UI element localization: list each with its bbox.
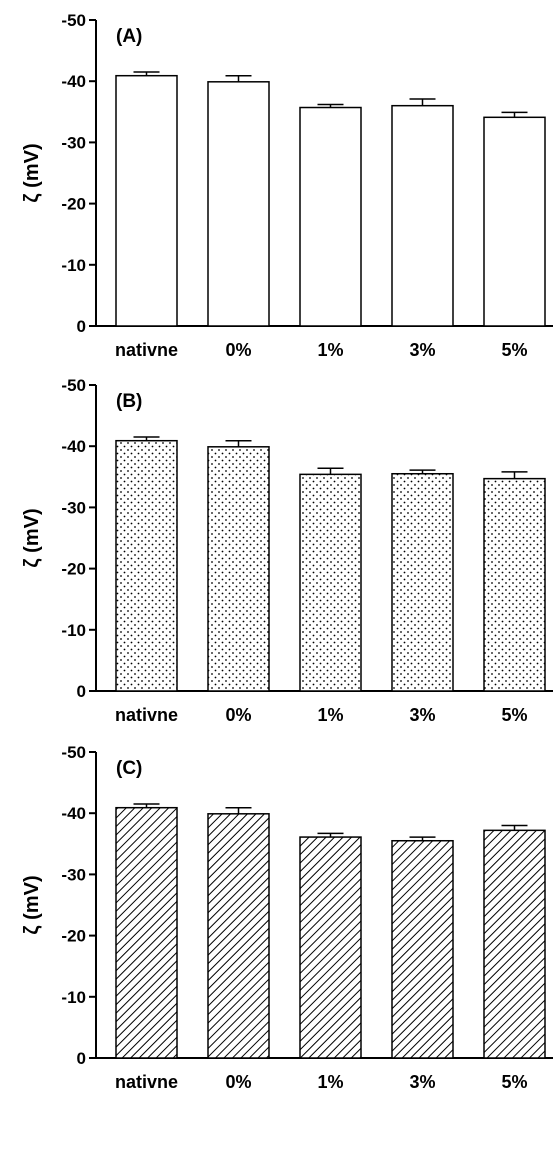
bar-0pct [207,446,270,692]
y-tick-label: -30 [61,133,86,152]
bar-3pct [391,472,454,692]
bar-1pct [299,106,362,327]
x-category-label: 0% [225,705,251,725]
y-tick-label: 0 [77,317,86,336]
x-category-label: 0% [225,340,251,360]
y-tick-label: -20 [61,560,86,579]
y-tick-label: -30 [61,498,86,517]
panel-label: (C) [116,758,142,779]
bar-nativne [115,74,178,327]
chart-panel-a: 0 -10 -20 -30 -40 -50 nativne 0% 1% 3% 5% (A) ζ (mV) [21,11,553,360]
x-category-label: 5% [501,705,527,725]
chart-panel-c: 0 -10 -20 -30 -40 -50 nativne 0% 1% 3% 5% (C) ζ (mV) [21,743,553,1092]
bar-nativne [115,439,178,692]
bar-0pct [207,813,270,1059]
y-axis-title: ζ (mV) [21,143,43,202]
x-category-label: 1% [317,340,343,360]
y-tick-label: -10 [61,256,86,275]
x-category-label: 3% [409,1072,435,1092]
x-category-label: 0% [225,1072,251,1092]
y-tick-label: -50 [61,376,86,395]
y-tick-label: -40 [61,804,86,823]
x-category-label: nativne [115,1072,178,1092]
y-axis-title: ζ (mV) [21,875,43,934]
bar-1pct [299,473,362,692]
bar-1pct [299,836,362,1059]
y-tick-label: -50 [61,11,86,30]
bar-3pct [391,839,454,1059]
y-tick-label: -40 [61,72,86,91]
x-category-label: 5% [501,340,527,360]
y-tick-label: -10 [61,988,86,1007]
x-category-label: 5% [501,1072,527,1092]
bar-5pct [483,477,546,692]
x-category-label: 1% [317,705,343,725]
bar-5pct [483,116,546,327]
panel-label: (A) [116,26,142,47]
x-category-label: nativne [115,340,178,360]
y-tick-label: -20 [61,927,86,946]
y-tick-label: -10 [61,621,86,640]
bar-5pct [483,829,546,1059]
x-category-label: 1% [317,1072,343,1092]
chart-panel-b: 0 -10 -20 -30 -40 -50 nativne 0% 1% 3% 5% (B) ζ (mV) [21,376,553,725]
bar-nativne [115,806,178,1059]
bar-0pct [207,81,270,327]
x-category-label: nativne [115,705,178,725]
bar-3pct [391,104,454,327]
y-tick-label: -50 [61,743,86,762]
y-tick-label: 0 [77,682,86,701]
y-tick-label: 0 [77,1049,86,1068]
x-category-label: 3% [409,340,435,360]
y-tick-label: -30 [61,865,86,884]
y-tick-label: -40 [61,437,86,456]
y-axis-title: ζ (mV) [21,508,43,567]
panel-label: (B) [116,391,142,412]
x-category-label: 3% [409,705,435,725]
y-tick-label: -20 [61,195,86,214]
